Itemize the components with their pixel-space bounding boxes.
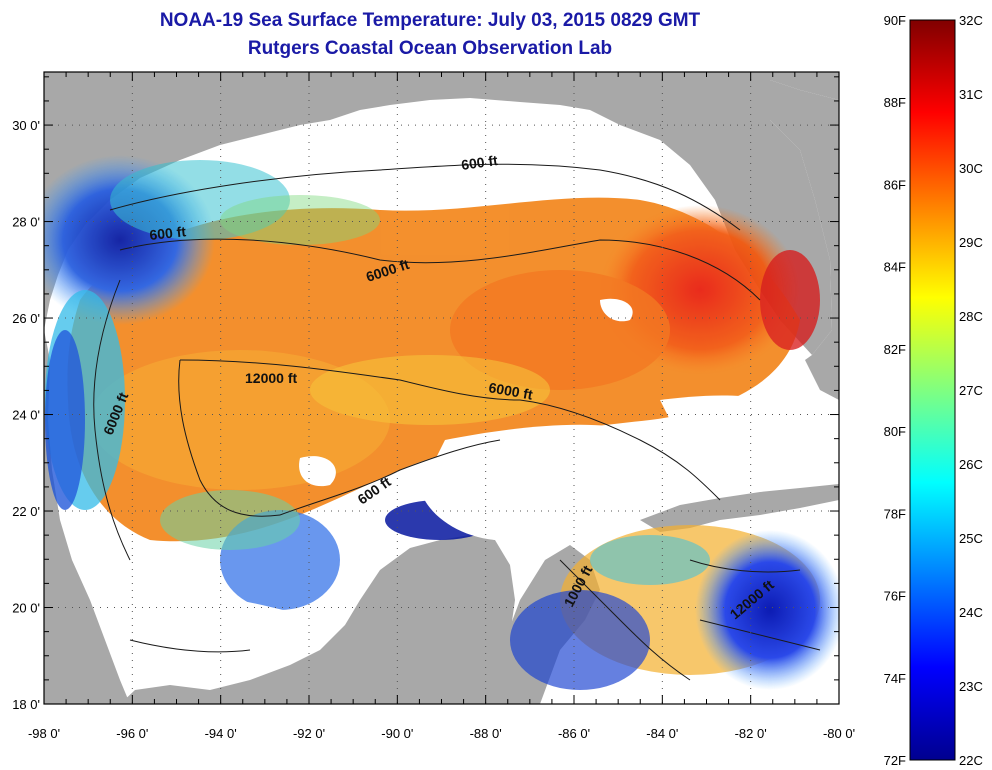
colorbar-f-label: 74F: [884, 671, 906, 686]
map-subtitle: Rutgers Coastal Ocean Observation Lab: [247, 38, 613, 59]
longitude-label: -94 0': [205, 726, 237, 741]
colorbar-f-label: 72F: [884, 753, 906, 768]
colorbar-c-label: 32C: [959, 13, 983, 28]
longitude-label: -84 0': [646, 726, 678, 741]
longitude-label: -86 0': [558, 726, 590, 741]
longitude-labels: -98 0' -96 0' -94 0' -92 0' -90 0' -88 0' -86 …: [28, 726, 855, 741]
colorbar-f-label: 80F: [884, 424, 906, 439]
colorbar-c-label: 28C: [959, 309, 983, 324]
colorbar-f-label: 76F: [884, 589, 906, 604]
colorbar-c-label: 25C: [959, 531, 983, 546]
longitude-label: -96 0': [116, 726, 148, 741]
latitude-label: 18 0': [12, 697, 40, 712]
colorbar-f-label: 84F: [884, 260, 906, 275]
colorbar: 90F 88F 86F 84F 82F 80F 78F 76F 74F 72F 32C 31C 30C…: [884, 13, 983, 768]
lat-lon-grid: [44, 72, 839, 704]
colorbar-f-label: 82F: [884, 342, 906, 357]
longitude-label: -82 0': [735, 726, 767, 741]
longitude-label: -88 0': [470, 726, 502, 741]
map-plot-area: 600 ft 600 ft 6000 ft 12000 ft 6000 ft 6…: [44, 72, 839, 704]
colorbar-c-label: 29C: [959, 235, 983, 250]
colorbar-f-label: 88F: [884, 95, 906, 110]
latitude-label: 26 0': [12, 311, 40, 326]
colorbar-c-label: 23C: [959, 679, 983, 694]
colorbar-c-label: 26C: [959, 457, 983, 472]
longitude-label: -92 0': [293, 726, 325, 741]
colorbar-c-label: 30C: [959, 161, 983, 176]
colorbar-c-label: 22C: [959, 753, 983, 768]
axis-ticks: [43, 72, 840, 705]
longitude-label: -90 0': [381, 726, 413, 741]
sst-field: [44, 155, 839, 690]
latitude-label: 28 0': [12, 215, 40, 230]
latitude-labels: 30 0' 28 0' 26 0' 24 0' 22 0' 20 0' 18 0': [12, 118, 40, 712]
colorbar-f-label: 86F: [884, 177, 906, 192]
latitude-label: 24 0': [12, 408, 40, 423]
colorbar-fahrenheit-labels: 90F 88F 86F 84F 82F 80F 78F 76F 74F 72F: [884, 13, 906, 768]
colorbar-celsius-labels: 32C 31C 30C 29C 28C 27C 26C 25C 24C 23C 22C: [959, 13, 983, 768]
colorbar-gradient: [909, 19, 956, 761]
longitude-label: -98 0': [28, 726, 60, 741]
contour-label: 6000 ft: [487, 379, 534, 403]
colorbar-c-label: 27C: [959, 383, 983, 398]
contour-label: 600 ft: [149, 223, 187, 243]
bathymetry-contours: [93, 163, 821, 681]
map-title: NOAA-19 Sea Surface Temperature: July 03…: [159, 10, 701, 31]
contour-label: 12000 ft: [245, 370, 297, 386]
colorbar-f-label: 78F: [884, 506, 906, 521]
colorbar-c-label: 31C: [959, 87, 983, 102]
cloud-mask: [100, 108, 800, 682]
latitude-label: 20 0': [12, 601, 40, 616]
contour-label: 600 ft: [460, 152, 499, 173]
longitude-label: -80 0': [823, 726, 855, 741]
colorbar-c-label: 24C: [959, 605, 983, 620]
latitude-label: 30 0': [12, 118, 40, 133]
colorbar-f-label: 90F: [884, 13, 906, 28]
latitude-label: 22 0': [12, 504, 40, 519]
